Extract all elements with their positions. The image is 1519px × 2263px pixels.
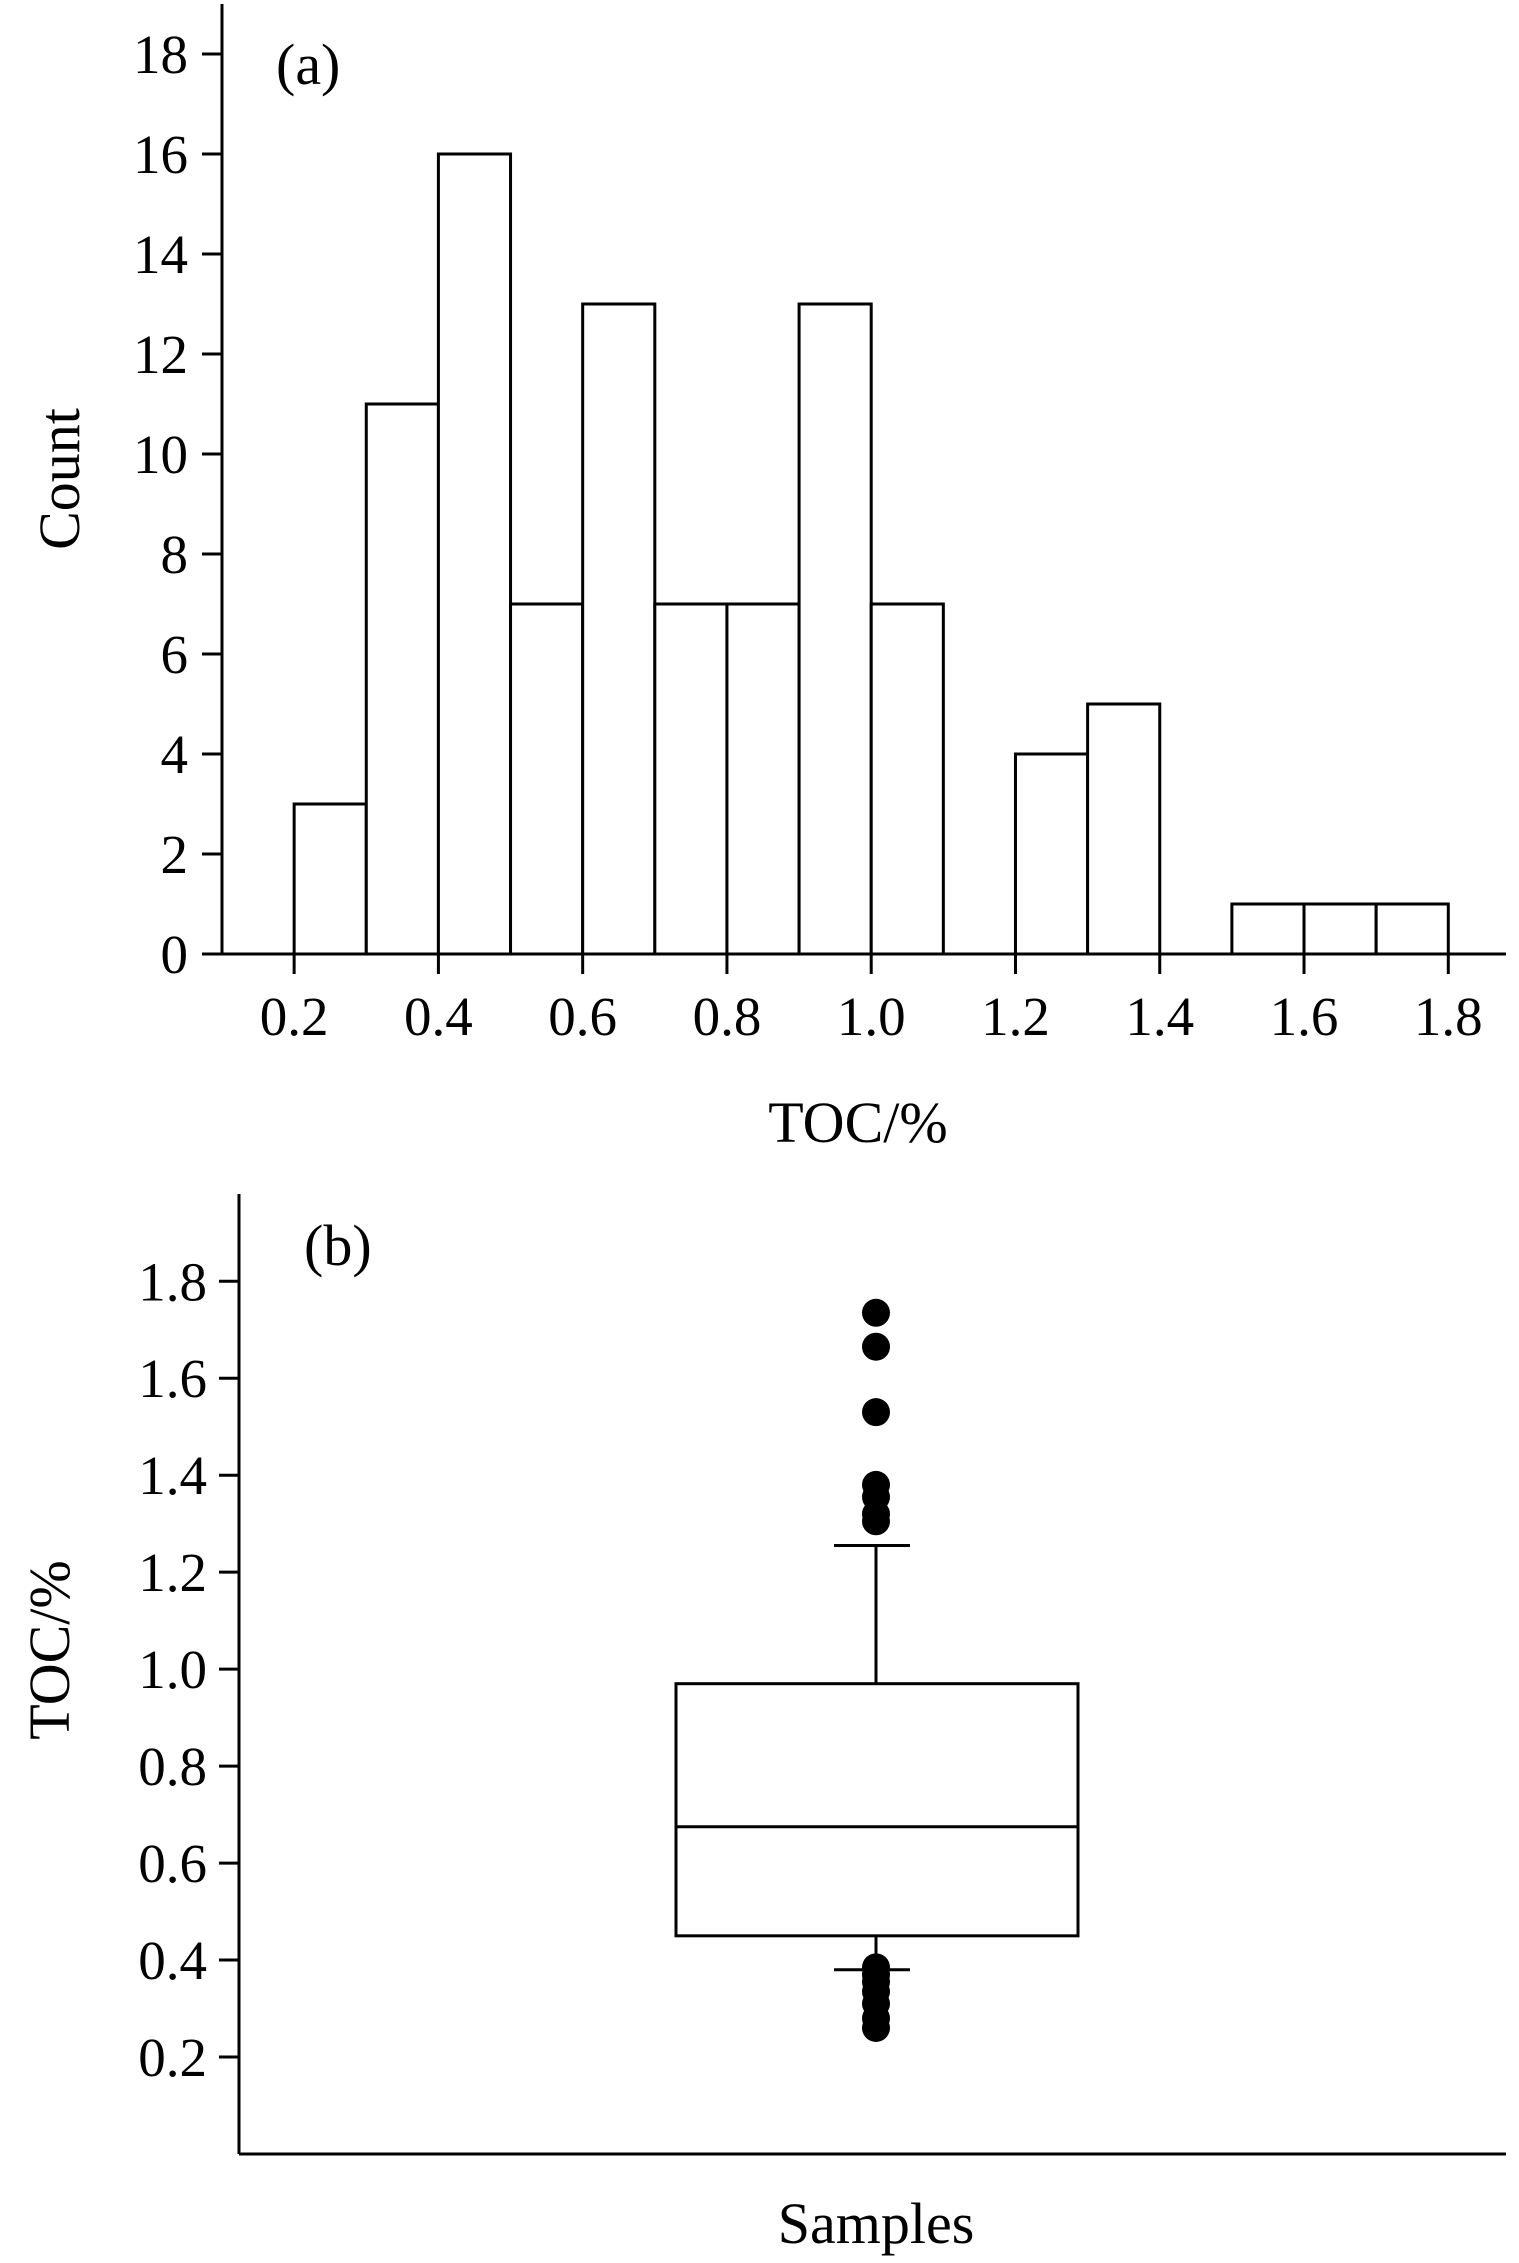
histogram-bar [869, 602, 945, 956]
y-tick-label: 1.2 [138, 1542, 207, 1603]
histogram-bar [509, 602, 585, 956]
outlier-point [862, 1332, 890, 1361]
y-tick-label: 8 [161, 524, 189, 585]
histogram-bar [1230, 902, 1306, 956]
histogram-bar [292, 802, 368, 956]
boxplot-y-axis-title: TOC/% [17, 1560, 82, 1739]
boxplot-box [674, 1544, 1080, 1972]
y-tick-label: 12 [133, 324, 188, 385]
y-tick-label: 0 [161, 924, 189, 985]
y-tick-label: 16 [133, 124, 188, 185]
interquartile-box [674, 1682, 1080, 1938]
y-tick-label: 1.4 [138, 1445, 207, 1506]
boxplot-y-ticks: 0.2 0.4 0.6 0.8 1.0 1.2 1.4 1.6 1.8 [138, 1251, 239, 2088]
panel-label-b: (b) [304, 1213, 372, 1278]
x-tick-label: 0.8 [693, 986, 762, 1047]
histogram-bar [725, 602, 801, 956]
histogram-bar [1302, 902, 1378, 956]
x-tick-label: 1.0 [837, 986, 906, 1047]
y-tick-label: 4 [161, 724, 189, 785]
histogram-bar [653, 602, 729, 956]
histogram-bar [797, 302, 873, 956]
outlier-point [862, 1398, 890, 1427]
x-tick-label: 0.2 [260, 986, 329, 1047]
y-tick-label: 1.8 [138, 1251, 207, 1312]
boxplot-x-axis-title: Samples [778, 2191, 975, 2256]
x-tick-label: 1.2 [981, 986, 1050, 1047]
histogram-bars [292, 152, 1450, 956]
histogram-bar [1086, 702, 1162, 956]
x-tick-label: 1.6 [1270, 986, 1339, 1047]
y-tick-label: 0.4 [138, 1930, 207, 1991]
x-tick-label: 1.4 [1125, 986, 1194, 1047]
histogram-bar [436, 152, 513, 956]
histogram-x-axis-title: TOC/% [768, 1090, 947, 1155]
histogram-bar [1013, 752, 1090, 956]
y-tick-label: 14 [133, 224, 188, 285]
x-tick-label: 0.4 [404, 986, 473, 1047]
y-tick-label: 0.2 [138, 2027, 207, 2088]
y-tick-label: 10 [133, 424, 188, 485]
y-tick-label: 1.6 [138, 1348, 207, 1409]
x-tick-label: 1.8 [1414, 986, 1483, 1047]
outlier-point [862, 2013, 890, 2042]
histogram-y-ticks: 0 2 4 6 8 10 12 14 16 18 [133, 24, 222, 985]
y-tick-label: 0.8 [138, 1736, 207, 1797]
histogram-panel: 0 2 4 6 8 10 12 14 16 18 0.2 0.4 0.6 0.8 1.0 1.2 1.4 1.6… [27, 4, 1506, 1155]
histogram-y-axis-title: Count [27, 408, 92, 550]
boxplot-panel: 0.20.40.60.81.01.21.41.61.8 (b) Samples … [17, 1194, 1506, 2256]
histogram-x-ticks: 0.2 0.4 0.6 0.8 1.0 1.2 1.4 1.6 1.8 [260, 954, 1483, 1047]
outlier-point [862, 1507, 890, 1536]
outlier-point [862, 1298, 890, 1327]
histogram-bar [364, 402, 440, 956]
y-tick-label: 6 [161, 624, 189, 685]
histogram-bar [1374, 902, 1450, 956]
histogram-bar [581, 302, 657, 956]
y-tick-label: 18 [133, 24, 188, 85]
y-tick-label: 0.6 [138, 1833, 207, 1894]
panel-label-a: (a) [276, 32, 340, 97]
boxplot-outliers [862, 1298, 890, 2042]
x-tick-label: 0.6 [548, 986, 617, 1047]
y-tick-label: 1.0 [138, 1639, 207, 1700]
y-tick-label: 2 [161, 824, 189, 885]
